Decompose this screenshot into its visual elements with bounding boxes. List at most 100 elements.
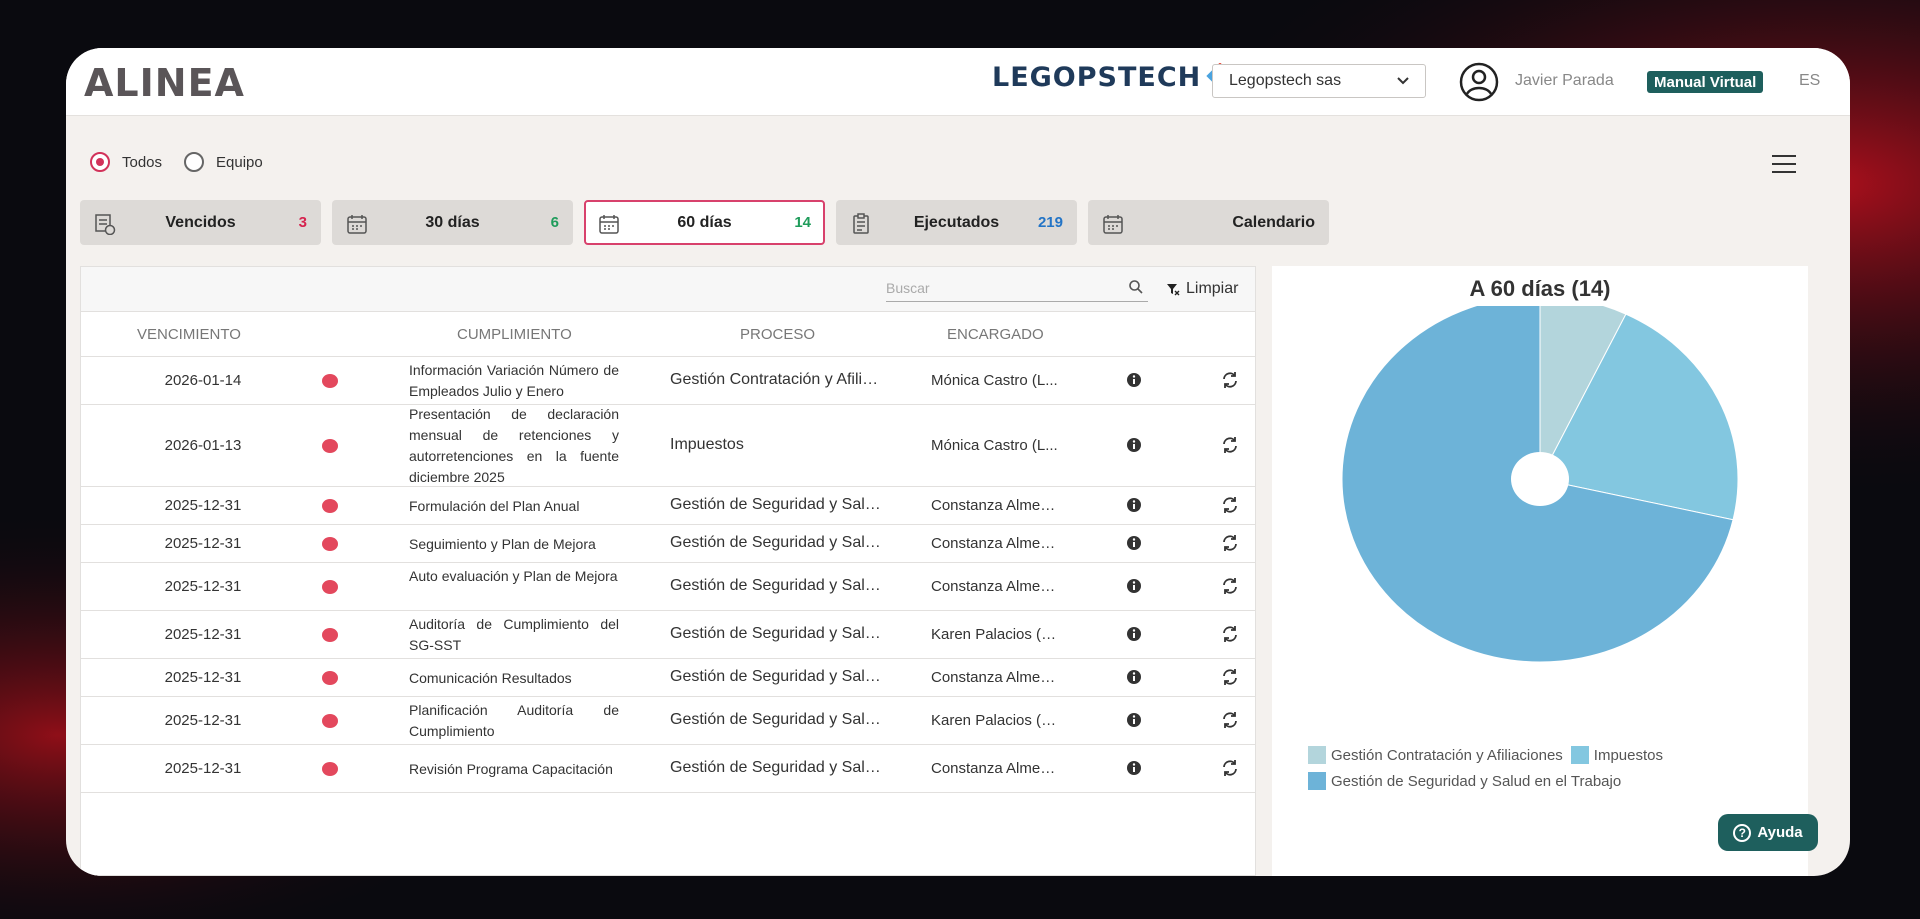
table-row[interactable]: 2025-12-31 Revisión Programa Capacitación… — [81, 745, 1255, 793]
pie-chart — [1341, 306, 1739, 663]
refresh-icon[interactable] — [1221, 436, 1239, 454]
status-dot — [322, 439, 338, 453]
refresh-icon[interactable] — [1221, 625, 1239, 643]
due-date: 2025-12-31 — [164, 712, 242, 729]
pie-slice[interactable] — [1539, 313, 1739, 521]
user-avatar-icon[interactable] — [1459, 62, 1499, 102]
legend-label: Impuestos — [1593, 746, 1663, 764]
radio-unselected-icon[interactable] — [184, 152, 205, 172]
table-row[interactable]: 2025-12-31 Planificación Auditoría de Cum… — [81, 697, 1255, 745]
legend-label: Gestión de Seguridad y Salud en el Traba… — [1331, 772, 1622, 790]
task-name: Planificación Auditoría de Cumplimiento — [409, 702, 619, 739]
task-name: Información Variación Número de Empleado… — [409, 362, 619, 399]
refresh-icon[interactable] — [1221, 496, 1239, 514]
refresh-icon[interactable] — [1221, 534, 1239, 552]
company-select[interactable]: Legopstech sas — [1212, 64, 1426, 98]
process-name: Gestión de Seguridad y Salud en el Traba… — [670, 625, 886, 642]
task-name: Formulación del Plan Anual — [409, 497, 580, 514]
process-name: Gestión de Seguridad y Salud en el Traba… — [670, 577, 886, 594]
alinea-logo[interactable]: ALINEA — [84, 61, 245, 105]
search-icon[interactable] — [1128, 279, 1144, 295]
app-window: ALINEA LEGOPSTECH Legopstech sas Javier … — [66, 48, 1850, 876]
help-button[interactable]: ? Ayuda — [1718, 814, 1818, 851]
column-proceso[interactable]: PROCESO — [740, 326, 816, 343]
refresh-icon[interactable] — [1221, 711, 1239, 729]
filter-60-dias[interactable]: 60 días 14 — [584, 200, 825, 245]
column-vencimiento[interactable]: VENCIMIENTO — [137, 326, 241, 343]
info-icon[interactable] — [1126, 497, 1142, 513]
task-name: Auditoría de Cumplimiento del SG-SST — [409, 616, 619, 653]
legend-item[interactable]: Impuestos — [1570, 746, 1663, 764]
due-date: 2025-12-31 — [164, 578, 242, 595]
table-body: 2026-01-14 Información Variación Número d… — [81, 357, 1255, 793]
filter-calendario[interactable]: Calendario — [1088, 200, 1329, 245]
info-icon[interactable] — [1126, 712, 1142, 728]
status-dot — [322, 580, 338, 594]
refresh-icon[interactable] — [1221, 371, 1239, 389]
status-dot — [322, 762, 338, 776]
table-row[interactable]: 2025-12-31 Formulación del Plan Anual Gest… — [81, 487, 1255, 525]
radio-todos[interactable]: Todos — [90, 152, 162, 172]
refresh-icon[interactable] — [1221, 759, 1239, 777]
hamburger-menu-icon[interactable] — [1772, 155, 1796, 173]
radio-equipo[interactable]: Equipo — [184, 152, 263, 172]
owner-name: Mónica Castro (L... — [931, 372, 1058, 389]
clear-filters-button[interactable]: Limpiar — [1166, 280, 1238, 298]
owner-name: Constanza Almec... — [931, 497, 1059, 514]
info-icon[interactable] — [1126, 760, 1142, 776]
table-row[interactable]: 2025-12-31 Auditoría de Cumplimiento del … — [81, 611, 1255, 659]
table-row[interactable]: 2025-12-31 Seguimiento y Plan de Mejora Ge… — [81, 525, 1255, 563]
legend-item[interactable]: Gestión Contratación y Afiliaciones — [1308, 746, 1563, 764]
table-row[interactable]: 2025-12-31 Auto evaluación y Plan de Mejo… — [81, 563, 1255, 611]
task-name: Presentación de declaración mensual de r… — [409, 406, 619, 485]
process-name: Gestión de Seguridad y Salud en el Traba… — [670, 759, 886, 776]
count-60-dias: 14 — [794, 214, 811, 231]
legend-swatch — [1308, 772, 1326, 790]
view-toggle: Todos Equipo — [90, 152, 285, 172]
owner-name: Karen Palacios (L... — [931, 626, 1059, 643]
owner-name: Mónica Castro (L... — [931, 437, 1058, 454]
task-name: Auto evaluación y Plan de Mejora — [409, 568, 618, 584]
language-selector[interactable]: ES — [1799, 72, 1821, 89]
owner-name: Karen Palacios (L... — [931, 712, 1059, 729]
manual-virtual-button[interactable]: Manual Virtual — [1647, 71, 1764, 93]
due-date: 2025-12-31 — [164, 669, 242, 686]
column-cumplimiento[interactable]: CUMPLIMIENTO — [457, 326, 572, 343]
process-name: Impuestos — [670, 436, 744, 453]
task-name: Comunicación Resultados — [409, 669, 572, 686]
calendar-icon — [1103, 215, 1123, 234]
info-icon[interactable] — [1126, 372, 1142, 388]
overdue-icon — [95, 214, 116, 235]
status-dot — [322, 499, 338, 513]
info-icon[interactable] — [1126, 535, 1142, 551]
filter-30-dias[interactable]: 30 días 6 — [332, 200, 573, 245]
refresh-icon[interactable] — [1221, 577, 1239, 595]
radio-selected-icon[interactable] — [90, 152, 110, 172]
calendar-icon — [599, 215, 619, 234]
table-row[interactable]: 2026-01-13 Presentación de declaración me… — [81, 405, 1255, 487]
user-name[interactable]: Javier Parada — [1515, 72, 1614, 89]
owner-name: Constanza Almec... — [931, 535, 1059, 552]
help-icon: ? — [1733, 823, 1752, 842]
count-ejecutados: 219 — [1037, 214, 1063, 231]
due-date: 2025-12-31 — [164, 626, 242, 643]
task-name: Seguimiento y Plan de Mejora — [409, 535, 596, 552]
filter-vencidos[interactable]: Vencidos 3 — [80, 200, 321, 245]
info-icon[interactable] — [1126, 437, 1142, 453]
chart-title: A 60 días (14) — [1469, 276, 1611, 301]
search-input[interactable] — [886, 275, 1116, 301]
info-icon[interactable] — [1126, 669, 1142, 685]
table-row[interactable]: 2026-01-14 Información Variación Número d… — [81, 357, 1255, 405]
count-vencidos: 3 — [298, 214, 307, 231]
legend-item[interactable]: Gestión de Seguridad y Salud en el Traba… — [1308, 772, 1621, 790]
column-encargado[interactable]: ENCARGADO — [947, 326, 1044, 343]
refresh-icon[interactable] — [1221, 668, 1239, 686]
owner-name: Constanza Almec... — [931, 578, 1059, 595]
task-name: Revisión Programa Capacitación — [409, 760, 613, 777]
table-row[interactable]: 2025-12-31 Comunicación Resultados Gestión… — [81, 659, 1255, 697]
count-30-dias: 6 — [550, 214, 559, 231]
filter-ejecutados[interactable]: Ejecutados 219 — [836, 200, 1077, 245]
info-icon[interactable] — [1126, 626, 1142, 642]
table-toolbar: Limpiar — [81, 267, 1255, 312]
info-icon[interactable] — [1126, 578, 1142, 594]
